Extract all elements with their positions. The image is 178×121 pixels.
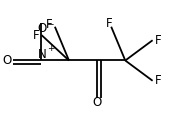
Text: +: + [47,44,55,53]
Text: F: F [33,29,39,42]
Text: O: O [2,54,12,67]
Text: F: F [155,34,162,47]
Text: F: F [106,17,113,30]
Text: O: O [38,22,47,35]
Text: F: F [46,18,52,31]
Text: O: O [93,96,102,109]
Text: −: − [46,20,54,29]
Text: N: N [38,48,47,61]
Text: F: F [155,74,162,87]
